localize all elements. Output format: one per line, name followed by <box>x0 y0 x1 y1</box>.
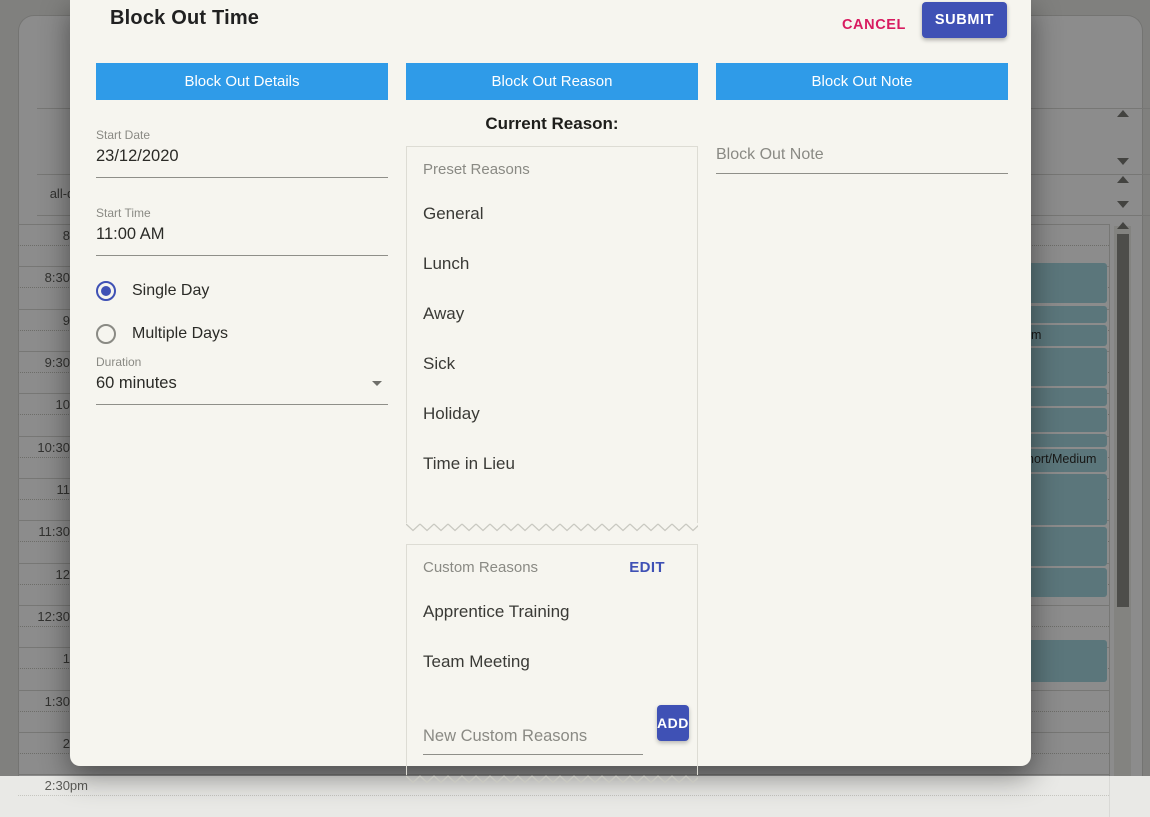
multiple-days-option[interactable]: Multiple Days <box>96 323 388 345</box>
preset-reason-item[interactable]: General <box>423 178 681 239</box>
reason-section-header: Block Out Reason <box>406 63 698 100</box>
edit-custom-reasons-link[interactable]: EDIT <box>629 559 665 576</box>
add-custom-reason-button[interactable]: ADD <box>657 705 689 741</box>
preset-reason-item[interactable]: Away <box>423 289 681 339</box>
custom-reasons-card: Custom Reasons EDIT Apprentice Training … <box>406 544 698 784</box>
start-date-label: Start Date <box>96 128 388 142</box>
details-column: Block Out Details Start Date 23/12/2020 … <box>96 63 388 784</box>
note-section-header: Block Out Note <box>716 63 1008 100</box>
current-reason-heading: Current Reason: <box>406 114 698 134</box>
block-out-time-dialog: Block Out Time CANCEL SUBMIT Block Out D… <box>70 0 1031 766</box>
single-day-label: Single Day <box>132 282 209 300</box>
preset-reason-item[interactable]: Sick <box>423 339 681 389</box>
chevron-down-icon <box>372 381 382 386</box>
reason-column: Block Out Reason Current Reason: Preset … <box>406 63 698 784</box>
start-time-field[interactable]: 11:00 AM <box>96 220 388 256</box>
multiple-days-radio[interactable] <box>96 324 116 344</box>
preset-reasons-label: Preset Reasons <box>423 161 681 178</box>
custom-reason-item[interactable]: Team Meeting <box>423 637 681 687</box>
cancel-button[interactable]: CANCEL <box>842 17 906 33</box>
zigzag-edge <box>406 523 698 532</box>
custom-reason-item[interactable]: Apprentice Training <box>423 576 681 637</box>
preset-reason-item[interactable]: Holiday <box>423 389 681 439</box>
block-out-note-input[interactable] <box>716 142 1008 174</box>
dialog-title: Block Out Time <box>110 7 259 30</box>
duration-value: 60 minutes <box>96 374 177 393</box>
single-day-radio[interactable] <box>96 281 116 301</box>
duration-select[interactable]: 60 minutes <box>96 369 388 405</box>
zigzag-edge <box>406 775 698 784</box>
preset-reason-item[interactable]: Time in Lieu <box>423 439 681 489</box>
submit-button[interactable]: SUBMIT <box>922 2 1007 38</box>
single-day-option[interactable]: Single Day <box>96 280 388 302</box>
multiple-days-label: Multiple Days <box>132 325 228 343</box>
start-time-label: Start Time <box>96 206 388 220</box>
note-column: Block Out Note <box>716 63 1008 784</box>
duration-label: Duration <box>96 355 388 369</box>
new-custom-reason-input[interactable] <box>423 723 643 755</box>
start-date-field[interactable]: 23/12/2020 <box>96 142 388 178</box>
preset-reason-item[interactable]: Lunch <box>423 239 681 289</box>
details-section-header: Block Out Details <box>96 63 388 100</box>
custom-reasons-label: Custom Reasons <box>423 559 538 576</box>
preset-reasons-card: Preset Reasons General Lunch Away Sick H… <box>406 146 698 532</box>
